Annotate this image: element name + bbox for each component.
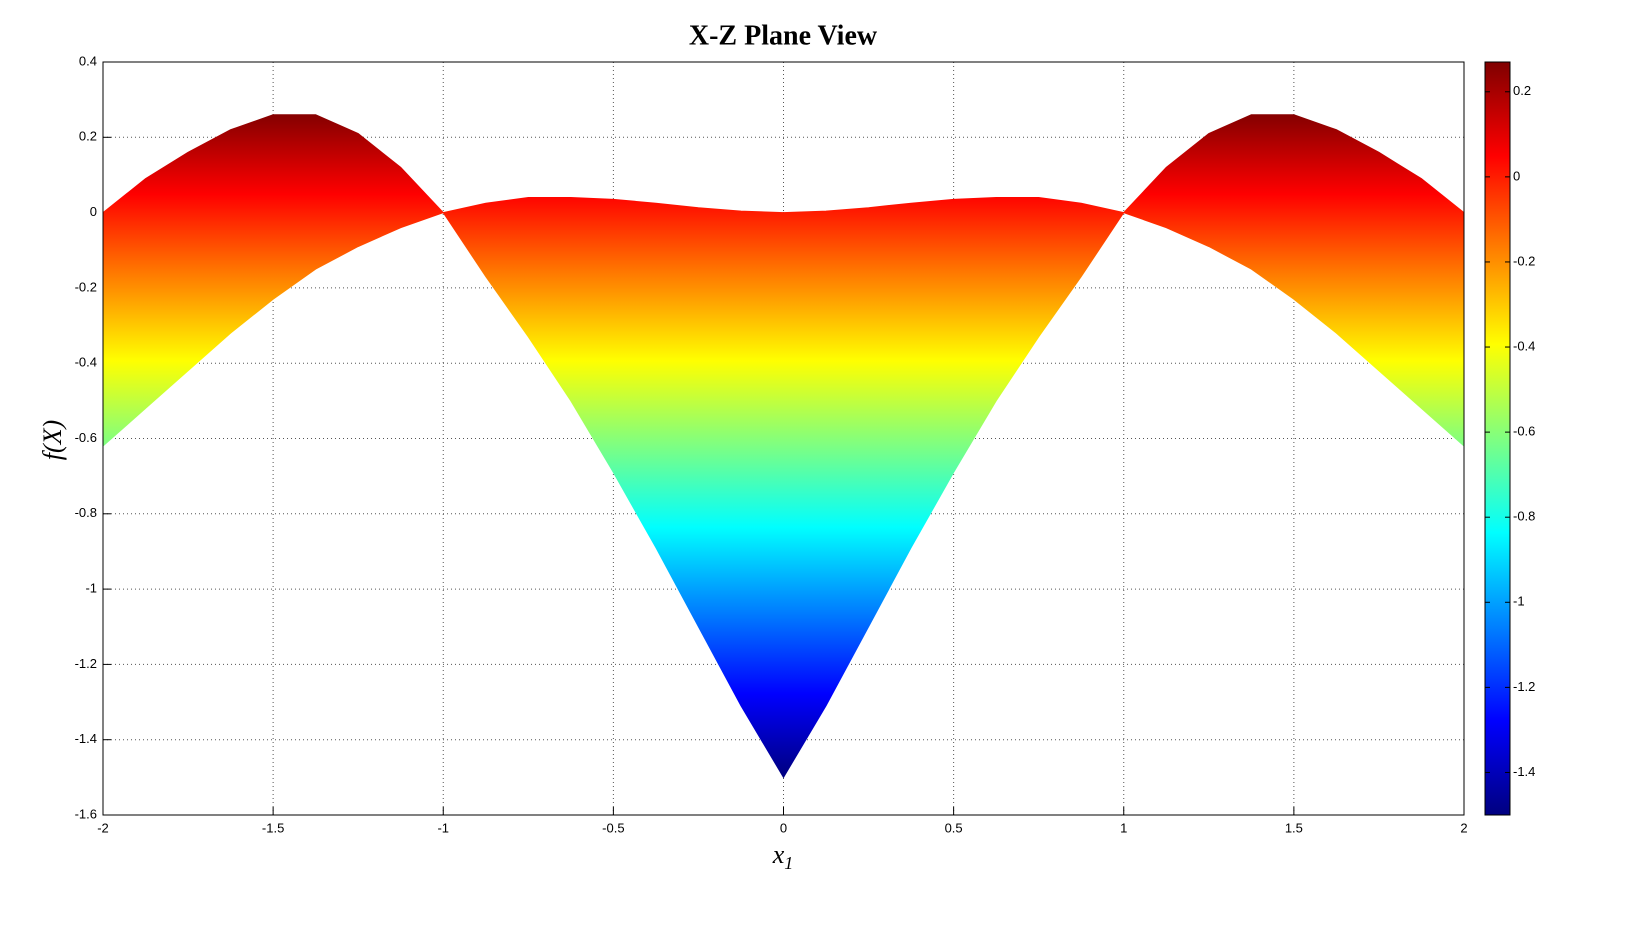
y-tick-label: -1 (85, 581, 97, 596)
colorbar-tick-label: -1 (1513, 594, 1525, 609)
x-tick-label: -2 (97, 820, 109, 835)
y-tick-label: 0.4 (79, 53, 97, 68)
y-tick-label: 0.2 (79, 129, 97, 144)
x-tick-label: 1.5 (1285, 820, 1303, 835)
axes-box (102, 61, 1465, 816)
colorbar-tick-label: -0.6 (1513, 424, 1535, 439)
surface (103, 114, 1464, 778)
y-tick-label: -0.8 (75, 505, 97, 520)
surface-edge (102, 114, 1465, 214)
y-tick-label: -1.6 (75, 806, 97, 821)
x-axis-label: x1 (772, 840, 794, 873)
x-tick-label: 0.5 (945, 820, 963, 835)
y-tick-label: -0.6 (75, 430, 97, 445)
y-tick-label: -0.4 (75, 355, 97, 370)
x-tick-label: -1 (437, 820, 449, 835)
y-axis-label: f(X) (38, 420, 67, 460)
y-tick-label: -0.2 (75, 279, 97, 294)
chart-title: X-Z Plane View (689, 20, 878, 51)
colorbar-tick-label: 0 (1513, 168, 1520, 183)
x-tick-label: 0 (780, 820, 787, 835)
y-tick-label: -1.2 (75, 656, 97, 671)
colorbar-tick-label: -1.2 (1513, 679, 1535, 694)
x-tick-label: -0.5 (602, 820, 624, 835)
colorbar-tick-label: -0.2 (1513, 253, 1535, 268)
colorbar-tick-label: 0.2 (1513, 83, 1531, 98)
x-tick-label: 2 (1460, 820, 1467, 835)
colorbar-tick-label: -1.4 (1513, 764, 1535, 779)
colorbar-tick-label: -0.4 (1513, 338, 1535, 353)
colorbar (1484, 61, 1511, 816)
surface-edge (102, 211, 1465, 779)
y-tick-label: -1.4 (75, 731, 97, 746)
y-tick-label: 0 (90, 204, 97, 219)
colorbar-tick-label: -0.8 (1513, 509, 1535, 524)
x-tick-label: -1.5 (262, 820, 284, 835)
x-tick-label: 1 (1120, 820, 1127, 835)
